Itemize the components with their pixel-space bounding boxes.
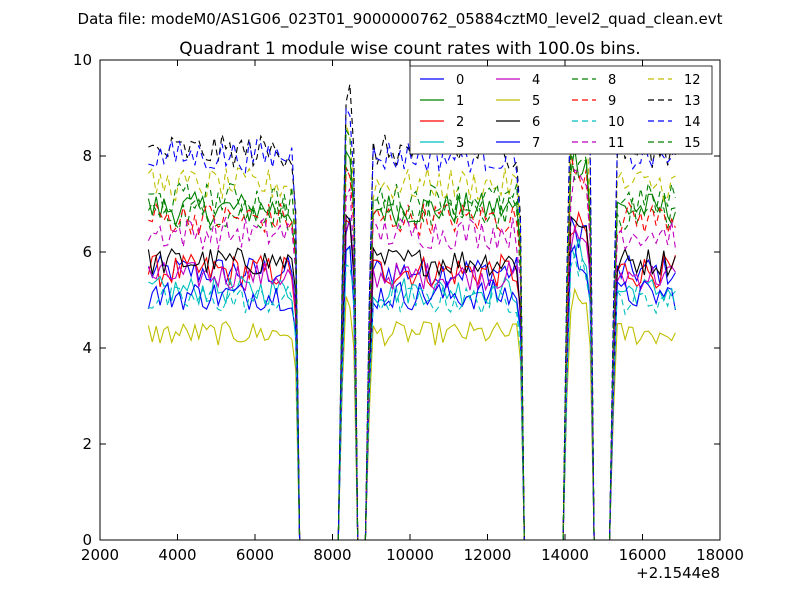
- legend-label-7: 7: [532, 136, 540, 151]
- legend-label-6: 6: [532, 115, 540, 130]
- legend-label-3: 3: [456, 136, 464, 151]
- x-tick-label: 2000: [81, 546, 119, 564]
- legend-label-14: 14: [684, 115, 701, 130]
- y-tick-label: 10: [73, 51, 92, 69]
- x-tick-label: 12000: [464, 546, 512, 564]
- x-tick-label: 10000: [386, 546, 434, 564]
- legend-label-4: 4: [532, 73, 540, 88]
- x-tick-label: 8000: [313, 546, 351, 564]
- legend-label-8: 8: [608, 73, 616, 88]
- series-line-4: [147, 220, 676, 541]
- legend-label-0: 0: [456, 73, 464, 88]
- y-tick-label: 0: [82, 531, 92, 549]
- legend-label-13: 13: [684, 94, 701, 109]
- series-line-14: [148, 82, 676, 541]
- series-line-2: [147, 210, 676, 541]
- plot-area: [147, 82, 676, 541]
- series-line-1: [147, 148, 676, 541]
- series-line-0: [147, 216, 676, 541]
- series-line-10: [148, 252, 676, 541]
- series-line-11: [147, 168, 676, 541]
- series-line-6: [147, 213, 676, 541]
- legend-label-2: 2: [456, 115, 464, 130]
- series-line-7: [147, 244, 676, 541]
- series-line-8: [147, 147, 676, 541]
- x-offset-label: +2.1544e8: [636, 564, 720, 582]
- legend-label-11: 11: [608, 136, 625, 151]
- axis-ticks: 2000 4000 6000 8000 10000 12000 14000 16000 1800…: [73, 51, 744, 564]
- y-tick-label: 4: [82, 339, 92, 357]
- series-line-15: [148, 128, 676, 541]
- x-tick-label: 6000: [236, 546, 274, 564]
- series-line-9: [148, 153, 676, 541]
- chart-title: Quadrant 1 module wise count rates with …: [179, 39, 640, 59]
- legend-label-10: 10: [608, 115, 625, 130]
- legend-box: [409, 65, 713, 155]
- y-tick-label: 2: [82, 435, 92, 453]
- x-tick-label: 16000: [619, 546, 667, 564]
- legend-label-1: 1: [456, 94, 464, 109]
- series-line-3: [148, 237, 676, 541]
- legend-label-15: 15: [684, 136, 701, 151]
- x-tick-label: 4000: [158, 546, 196, 564]
- x-tick-label: 18000: [696, 546, 744, 564]
- legend-label-9: 9: [608, 94, 616, 109]
- y-tick-label: 8: [82, 147, 92, 165]
- series-line-5: [147, 287, 676, 541]
- x-tick-label: 14000: [541, 546, 589, 564]
- legend-label-5: 5: [532, 94, 540, 109]
- legend-label-12: 12: [684, 73, 701, 88]
- figure-suptitle: Data file: modeM0/AS1G06_023T01_90000007…: [78, 10, 723, 29]
- y-tick-label: 6: [82, 243, 92, 261]
